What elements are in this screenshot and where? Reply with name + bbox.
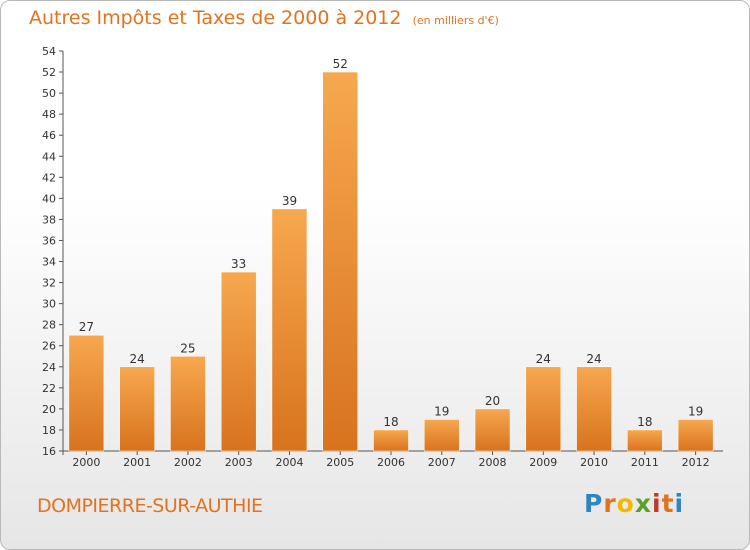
x-tick-label: 2002	[174, 456, 202, 469]
chart-axes: 16 18 20 22 24 26 28 30 32 34 36 38 40 42 44 46 48 50 52 54…	[42, 45, 723, 469]
chart-unit: (en milliers d'€)	[412, 14, 499, 27]
bar-value-label: 27	[79, 320, 94, 334]
logo-letter: o	[616, 489, 635, 518]
x-tick-label: 2001	[123, 456, 151, 469]
y-tick-label: 18	[42, 424, 56, 437]
bar-value-label: 25	[180, 341, 195, 355]
y-tick-label: 54	[42, 45, 56, 58]
x-tick-label: 2007	[428, 456, 456, 469]
bar	[119, 366, 155, 452]
x-tick-label: 2010	[580, 456, 608, 469]
bar	[424, 419, 460, 452]
x-tick-label: 2000	[72, 456, 100, 469]
x-tick-label: 2011	[631, 456, 659, 469]
bar-value-label: 19	[688, 404, 703, 418]
bar-value-label: 18	[637, 415, 652, 429]
x-tick-label: 2004	[275, 456, 303, 469]
x-tick-label: 2012	[682, 456, 710, 469]
y-tick-label: 38	[42, 213, 56, 226]
bar-value-label: 24	[130, 352, 145, 366]
logo-letter: P	[584, 489, 604, 518]
bar-value-label: 52	[333, 57, 348, 71]
logo-letter: i	[674, 489, 685, 518]
y-tick-label: 52	[42, 66, 56, 79]
bar	[627, 429, 663, 452]
y-tick-label: 34	[42, 256, 56, 269]
chart-title-block: Autres Impôts et Taxes de 2000 à 2012 (e…	[29, 7, 499, 29]
y-tick-label: 42	[42, 171, 56, 184]
logo-letter: i	[652, 489, 662, 518]
y-tick-label: 40	[42, 192, 56, 205]
bar-chart: 16 18 20 22 24 26 28 30 32 34 36 38 40 42 44 46 48 50 52 54…	[42, 45, 723, 469]
y-tick-label: 30	[42, 298, 56, 311]
bar-value-label: 33	[231, 257, 246, 271]
y-tick-label: 44	[42, 150, 56, 163]
x-tick-label: 2005	[326, 456, 354, 469]
bar	[271, 208, 308, 452]
bar-value-label: 20	[485, 394, 500, 408]
x-tick-label: 2008	[479, 456, 507, 469]
bar	[170, 356, 206, 452]
chart-title: Autres Impôts et Taxes de 2000 à 2012	[29, 7, 402, 29]
y-tick-label: 36	[42, 234, 56, 247]
y-tick-label: 50	[42, 87, 56, 100]
y-tick-label: 28	[42, 319, 56, 332]
logo-letter: x	[634, 489, 652, 518]
x-tick-label: 2006	[377, 456, 405, 469]
y-tick-label: 22	[42, 382, 56, 395]
y-tick-label: 20	[42, 403, 56, 416]
y-tick-label: 48	[42, 108, 56, 121]
y-tick-label: 26	[42, 340, 56, 353]
chart-bars: 27 24 25 33 39 52 18 19 20 24 24 18 19	[68, 57, 714, 452]
y-tick-label: 16	[42, 445, 56, 458]
bar	[220, 271, 257, 452]
bar	[525, 366, 562, 452]
commune-name: DOMPIERRE-SUR-AUTHIE	[37, 495, 263, 517]
bar	[576, 366, 612, 452]
y-tick-label: 24	[42, 361, 56, 374]
logo-letter: r	[603, 489, 617, 518]
proxiti-logo: Proxiti	[584, 489, 684, 518]
bar-value-label: 19	[434, 404, 449, 418]
bar	[68, 334, 105, 452]
y-tick-label: 32	[42, 277, 56, 290]
x-tick-label: 2009	[529, 456, 557, 469]
bar	[474, 408, 511, 452]
bar	[373, 429, 409, 452]
bar-value-label: 18	[383, 415, 398, 429]
bar	[322, 71, 358, 452]
bar-value-label: 24	[586, 352, 601, 366]
bar-value-label: 39	[282, 194, 297, 208]
logo-letter: t	[661, 489, 675, 518]
y-tick-label: 46	[42, 129, 56, 142]
bar-value-label: 24	[536, 352, 551, 366]
bar	[677, 419, 714, 452]
x-tick-label: 2003	[225, 456, 253, 469]
